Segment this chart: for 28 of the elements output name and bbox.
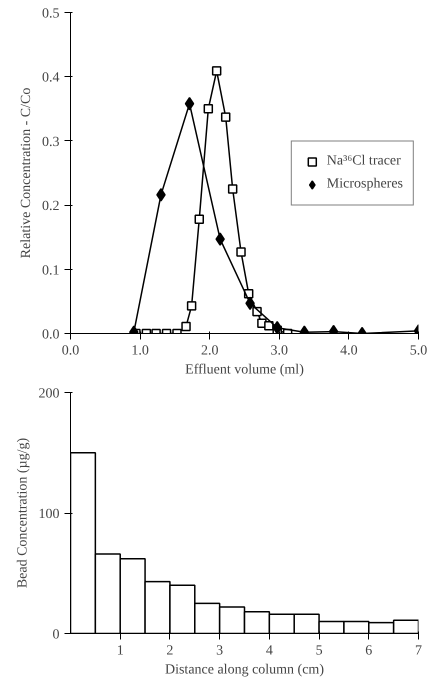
y-tick-label: 0.1 — [42, 263, 60, 278]
x-tick-label: 7 — [415, 644, 422, 658]
x-tick-label: 3.0 — [270, 344, 288, 358]
y-tick-label: 100 — [38, 507, 60, 522]
x-tick-label: 3 — [216, 644, 224, 658]
x-tick-label: 6 — [365, 644, 372, 658]
x-axis-title: Effluent volume (ml) — [185, 362, 304, 378]
x-tick-label: 0.0 — [62, 344, 80, 358]
legend-label: Na³⁶Cl tracer — [326, 153, 401, 169]
y-tick-label: 0.4 — [42, 70, 60, 86]
x-axis-title: Distance along column (cm) — [165, 662, 324, 678]
x-tick-label: 2.0 — [200, 344, 218, 358]
x-tick-label: 2 — [166, 644, 174, 658]
x-tick-label: 1.0 — [131, 344, 149, 358]
x-tick-label: 4 — [266, 644, 273, 658]
x-tick-label: 5 — [316, 644, 323, 658]
y-axis-title: Relative Concentration - C/Co — [19, 88, 34, 258]
y-axis-title: Bead Concentration (µg/g) — [16, 437, 30, 588]
legend-label: Microspheres — [326, 176, 403, 192]
x-tick-label: 4.0 — [340, 344, 358, 358]
y-tick-label: 200 — [38, 386, 60, 402]
y-tick-label: 0.2 — [42, 199, 60, 214]
y-tick-label: 0.0 — [42, 328, 60, 342]
x-tick-label: 1 — [116, 644, 124, 658]
y-tick-label: 0.5 — [42, 6, 60, 22]
x-tick-label: 5.0 — [410, 344, 428, 358]
y-tick-label: 0 — [52, 628, 60, 642]
y-tick-label: 0.3 — [42, 134, 60, 150]
